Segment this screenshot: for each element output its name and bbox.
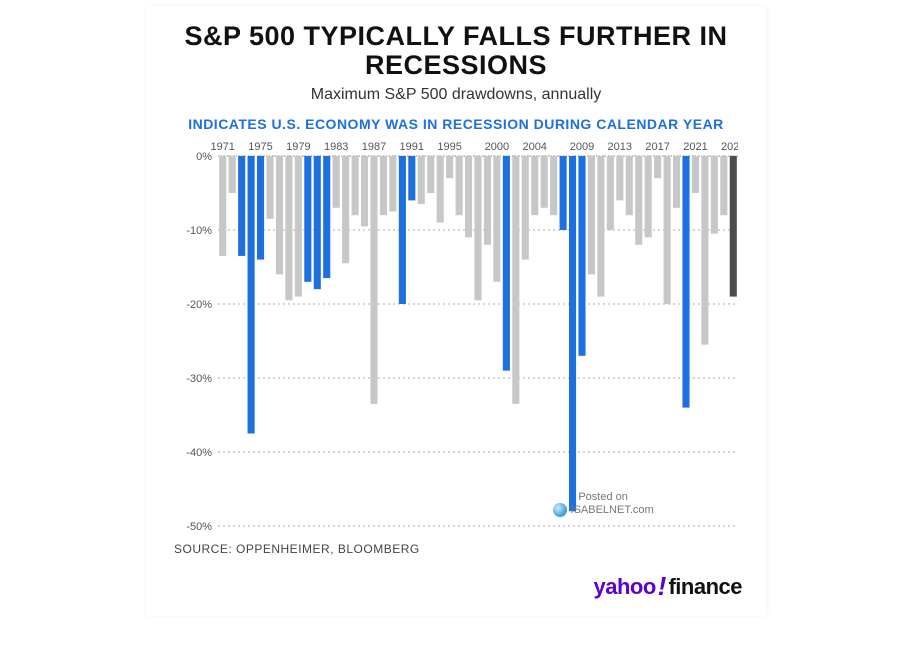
bar (333, 156, 340, 208)
bar (522, 156, 529, 260)
bar (465, 156, 472, 237)
chart-legend: INDICATES U.S. ECONOMY WAS IN RECESSION … (174, 116, 738, 132)
bar (711, 156, 718, 234)
bar (370, 156, 377, 404)
watermark-line1: Posted on (553, 491, 654, 503)
svg-text:1983: 1983 (324, 141, 348, 153)
bar (720, 156, 727, 215)
bar (607, 156, 614, 230)
bar (456, 156, 463, 215)
brand-word1: yahoo (594, 574, 656, 600)
bar (285, 156, 292, 300)
source-text: SOURCE: OPPENHEIMER, BLOOMBERG (174, 542, 738, 556)
bar (474, 156, 481, 300)
bar (352, 156, 359, 215)
bar (654, 156, 661, 178)
bar (446, 156, 453, 178)
chart-title: S&P 500 TYPICALLY FALLS FURTHER IN RECES… (174, 22, 738, 80)
bar (389, 156, 396, 212)
bar (692, 156, 699, 193)
bar (597, 156, 604, 297)
bar (578, 156, 585, 356)
bar (645, 156, 652, 237)
bar (635, 156, 642, 245)
bar (616, 156, 623, 200)
bar-chart: 0%-10%-20%-30%-40%-50%197119751979198319… (174, 136, 738, 532)
bar (418, 156, 425, 204)
svg-text:-30%: -30% (186, 373, 212, 385)
bar (560, 156, 567, 230)
bar (229, 156, 236, 193)
svg-text:1995: 1995 (437, 141, 461, 153)
bar (238, 156, 245, 256)
svg-text:2025: 2025 (721, 141, 738, 153)
bar (531, 156, 538, 215)
bar (730, 156, 737, 297)
bar (257, 156, 264, 260)
bar (503, 156, 510, 371)
bar (304, 156, 311, 282)
watermark: Posted on ISABELNET.com (553, 491, 654, 517)
bar (427, 156, 434, 193)
brand-exclaim: ! (658, 571, 667, 602)
svg-text:1971: 1971 (210, 141, 234, 153)
bar (248, 156, 255, 434)
bar (682, 156, 689, 408)
brand-word2: finance (668, 574, 742, 600)
bar (701, 156, 708, 345)
svg-text:1987: 1987 (362, 141, 386, 153)
bar (493, 156, 500, 282)
bar (314, 156, 321, 289)
svg-text:-50%: -50% (186, 521, 212, 532)
bar (266, 156, 273, 219)
bar (380, 156, 387, 215)
chart-subtitle: Maximum S&P 500 drawdowns, annually (174, 86, 738, 104)
bar (276, 156, 283, 274)
bar (541, 156, 548, 208)
bar (664, 156, 671, 304)
bar (673, 156, 680, 208)
bar (219, 156, 226, 256)
bar (437, 156, 444, 223)
svg-text:2021: 2021 (683, 141, 707, 153)
bar (323, 156, 330, 278)
watermark-line2: ISABELNET.com (553, 503, 654, 517)
svg-text:1991: 1991 (400, 141, 424, 153)
svg-text:-40%: -40% (186, 447, 212, 459)
bar (408, 156, 415, 200)
chart-card: S&P 500 TYPICALLY FALLS FURTHER IN RECES… (146, 6, 766, 616)
svg-text:2017: 2017 (645, 141, 669, 153)
brand-logo: yahoo ! finance (594, 571, 743, 602)
bar (342, 156, 349, 263)
bar (399, 156, 406, 304)
chart-area: 0%-10%-20%-30%-40%-50%197119751979198319… (174, 136, 738, 532)
globe-icon (553, 503, 567, 517)
bar (626, 156, 633, 215)
svg-text:1975: 1975 (248, 141, 272, 153)
page: S&P 500 TYPICALLY FALLS FURTHER IN RECES… (0, 0, 910, 661)
bar (588, 156, 595, 274)
svg-text:-20%: -20% (186, 299, 212, 311)
svg-text:2000: 2000 (485, 141, 509, 153)
svg-text:2004: 2004 (522, 141, 546, 153)
svg-text:2009: 2009 (570, 141, 594, 153)
bar (361, 156, 368, 226)
bar (569, 156, 576, 511)
bar (550, 156, 557, 215)
bar (484, 156, 491, 245)
svg-text:2013: 2013 (608, 141, 632, 153)
bar (512, 156, 519, 404)
bar (295, 156, 302, 297)
svg-text:-10%: -10% (186, 225, 212, 237)
svg-text:1979: 1979 (286, 141, 310, 153)
